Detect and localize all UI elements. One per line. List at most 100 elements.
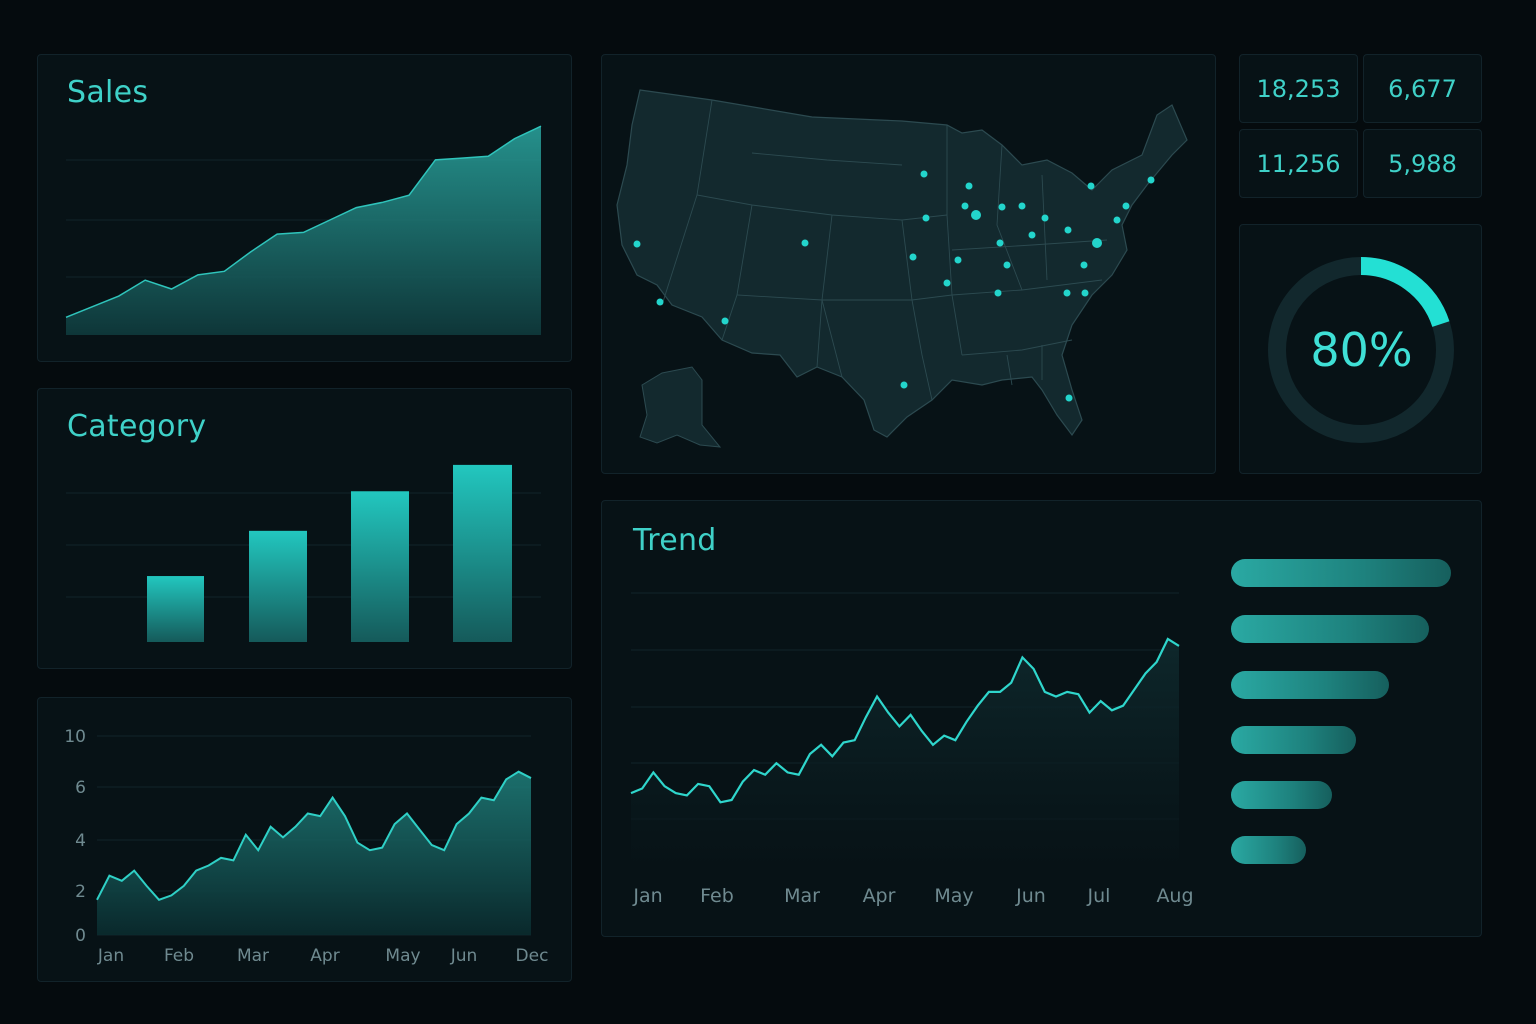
map-location-dot: [909, 253, 917, 261]
map-location-dot: [1080, 261, 1088, 269]
map-location-dot: [1147, 176, 1155, 184]
state-boundary: [961, 339, 1073, 356]
ranking-bar: [1231, 559, 1451, 587]
map-location-dot: [1028, 231, 1036, 239]
trend-area: [631, 639, 1179, 869]
state-boundary: [661, 194, 698, 306]
map-location-dot: [943, 279, 951, 287]
trend-line: [630, 637, 1180, 804]
ranking-bar: [1231, 615, 1429, 643]
progress-label: 80%: [1310, 323, 1413, 377]
state-boundary: [696, 99, 948, 221]
map-location-dot: [961, 202, 969, 210]
x-tick-label: Aug: [1156, 885, 1193, 907]
trend-panel: Trend Jan Feb Mar Apr May Jun Jul Aug: [601, 500, 1482, 937]
map-location-dot: [965, 182, 973, 190]
map-location-dot: [998, 203, 1006, 211]
stat-value-4: 5,988: [1388, 149, 1457, 178]
map-location-dot: [1063, 289, 1071, 297]
ranking-bar: [1231, 781, 1332, 809]
x-tick-label: Apr: [310, 946, 339, 966]
ranking-bar: [1231, 726, 1356, 754]
ranking-bar: [1231, 836, 1306, 864]
map-location-dot: [900, 381, 908, 389]
map-location-dot: [920, 170, 928, 178]
map-location-dot: [1018, 202, 1026, 210]
x-tick-label: Apr: [863, 885, 896, 907]
state-boundary: [751, 152, 903, 166]
map-location-dot: [656, 298, 664, 306]
state-boundary: [721, 294, 738, 341]
x-tick-label: Jun: [450, 946, 478, 966]
trend-title: Trend: [633, 523, 717, 558]
y-tick-label: 2: [75, 882, 86, 902]
progress-arc: [1360, 257, 1450, 328]
map-panel: [601, 54, 1216, 474]
category-bar-chart: [66, 464, 541, 642]
stat-card-2: 6,677: [1363, 54, 1482, 123]
x-tick-label: May: [385, 946, 420, 966]
sales-line: [65, 125, 542, 319]
y-tick-label: 0: [75, 926, 86, 946]
x-tick-label: Jan: [632, 885, 662, 907]
state-boundary: [951, 239, 1108, 251]
state-boundary: [901, 219, 933, 401]
stat-value-3: 11,256: [1256, 149, 1341, 178]
x-tick-label: Feb: [700, 885, 734, 907]
progress-donut: [1268, 257, 1454, 443]
monthly-area-chart: 10 6 4 2 0 Jan Feb Mar Apr May Jun Dec: [64, 727, 548, 966]
stat-card-3: 11,256: [1239, 129, 1358, 198]
map-location-dot: [1064, 226, 1072, 234]
sales-area-chart: [65, 125, 542, 335]
state-boundary: [1041, 174, 1048, 281]
map-location-dot: [1092, 238, 1102, 248]
x-tick-label: Mar: [784, 885, 820, 907]
x-tick-label: May: [934, 885, 973, 907]
map-location-dot: [922, 214, 930, 222]
map-location-dot: [1003, 261, 1011, 269]
category-bar: [351, 491, 409, 642]
map-location-dot: [721, 317, 729, 325]
x-tick-label: Mar: [237, 946, 269, 966]
progress-panel: 80%: [1239, 224, 1482, 474]
category-bar: [147, 576, 204, 642]
monthly-panel: 10 6 4 2 0 Jan Feb Mar Apr May Jun Dec: [37, 697, 572, 982]
map-location-dot: [1113, 216, 1121, 224]
state-boundary: [821, 299, 843, 378]
category-bar: [249, 530, 307, 642]
map-location-dot: [1087, 182, 1095, 190]
y-tick-label: 10: [64, 727, 86, 747]
sales-panel: Sales: [37, 54, 572, 362]
us-map: [616, 89, 1188, 448]
ranking-bar: [1231, 671, 1389, 699]
state-boundary: [946, 125, 963, 356]
sales-title: Sales: [67, 75, 149, 110]
map-location-dot: [971, 210, 981, 220]
x-tick-label: Feb: [164, 946, 194, 966]
stat-card-1: 18,253: [1239, 54, 1358, 123]
x-tick-label: Jun: [1015, 885, 1046, 907]
map-location-dot: [1065, 394, 1073, 402]
map-location-dot: [1041, 214, 1049, 222]
category-title: Category: [67, 409, 207, 444]
map-location-dot: [1081, 289, 1089, 297]
map-location-dot: [801, 239, 809, 247]
map-location-dot: [954, 256, 962, 264]
category-panel: Category: [37, 388, 572, 669]
monthly-area: [97, 771, 531, 935]
map-location-dot: [1122, 202, 1130, 210]
map-location-dot: [996, 239, 1004, 247]
monthly-line: [96, 770, 532, 901]
trend-line-chart: Jan Feb Mar Apr May Jun Jul Aug: [630, 592, 1194, 907]
map-location-dot: [633, 240, 641, 248]
stat-card-4: 5,988: [1363, 129, 1482, 198]
y-tick-label: 6: [75, 778, 86, 798]
category-bar: [453, 464, 512, 642]
x-tick-label: Jul: [1087, 885, 1111, 907]
stat-value-1: 18,253: [1256, 74, 1341, 103]
y-tick-label: 4: [75, 831, 86, 851]
state-boundary: [951, 279, 1103, 296]
alaska-shape: [639, 366, 722, 448]
x-tick-label: Jan: [97, 946, 124, 966]
stat-value-2: 6,677: [1388, 74, 1457, 103]
